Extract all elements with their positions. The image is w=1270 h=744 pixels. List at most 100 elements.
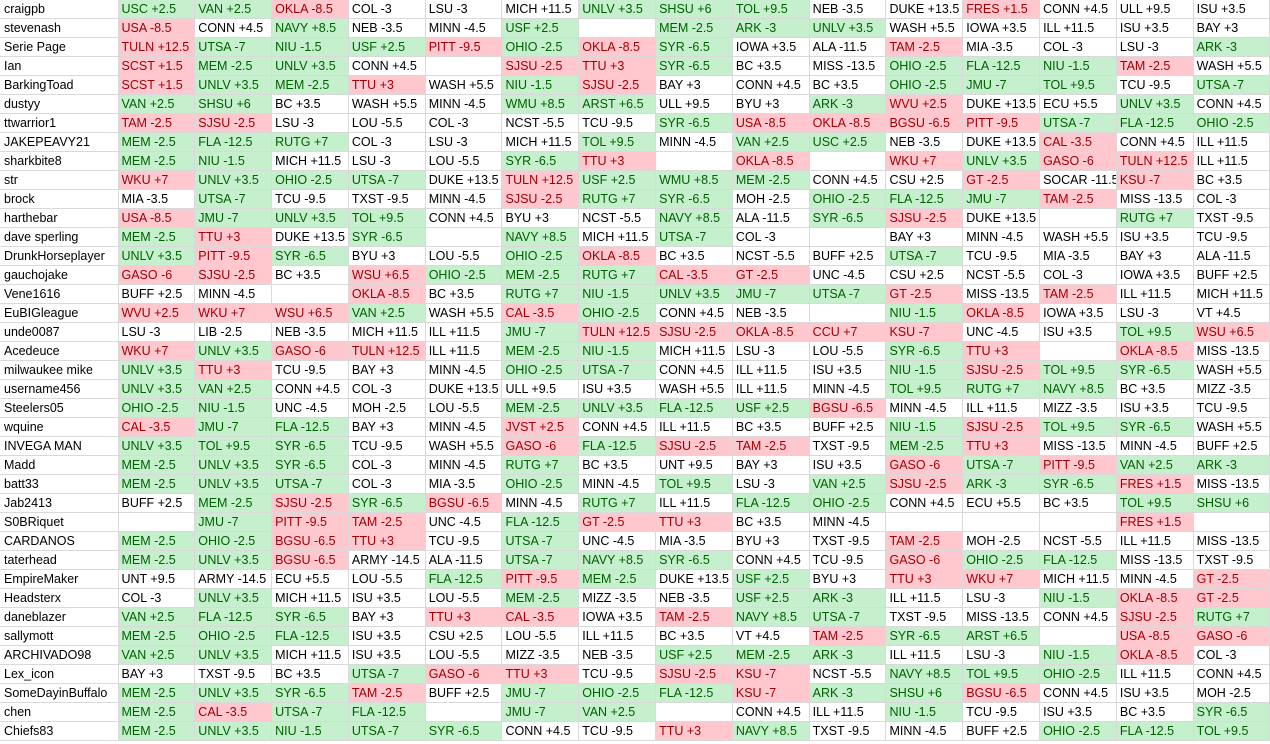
pick-cell[interactable]: ALA -11.5 (809, 37, 887, 57)
pick-cell[interactable]: UNLV +3.5 (118, 360, 196, 380)
pick-cell[interactable]: MINN -4.5 (1116, 569, 1194, 589)
pick-cell[interactable] (809, 151, 887, 171)
pick-cell[interactable]: BYU +3 (732, 94, 810, 114)
pick-cell[interactable]: ILL +11.5 (1193, 132, 1270, 152)
pick-cell[interactable]: FLA -12.5 (655, 683, 733, 703)
pick-cell[interactable]: GASO -6 (501, 436, 580, 456)
pick-cell[interactable]: USF +2.5 (655, 645, 733, 665)
pick-cell[interactable]: NIU -1.5 (1039, 588, 1117, 608)
pick-cell[interactable]: TAM -2.5 (348, 683, 426, 703)
pick-cell[interactable]: UNLV +3.5 (118, 436, 196, 456)
pick-cell[interactable]: UNC -4.5 (425, 512, 503, 532)
pick-cell[interactable]: UNT +9.5 (655, 455, 733, 475)
pick-cell[interactable]: BC +3.5 (425, 284, 503, 304)
pick-cell[interactable]: UNLV +3.5 (194, 75, 273, 95)
pick-cell[interactable]: BUFF +2.5 (1193, 436, 1270, 456)
pick-cell[interactable]: MIA -3.5 (425, 474, 503, 494)
pick-cell[interactable]: LSU -3 (1116, 37, 1194, 57)
pick-cell[interactable]: SHSU +6 (885, 683, 964, 703)
pick-cell[interactable]: SYR -6.5 (271, 246, 349, 266)
pick-cell[interactable]: SYR -6.5 (1039, 474, 1117, 494)
pick-cell[interactable]: BC +3.5 (809, 75, 887, 95)
pick-cell[interactable]: FRES +1.5 (962, 0, 1041, 19)
pick-cell[interactable]: TULN +12.5 (578, 322, 657, 342)
pick-cell[interactable]: NCST -5.5 (578, 208, 657, 228)
pick-cell[interactable]: OHIO -2.5 (578, 303, 657, 323)
pick-cell[interactable]: ARST +6.5 (578, 94, 657, 114)
pick-cell[interactable] (425, 227, 503, 247)
pick-cell[interactable]: COL -3 (1039, 37, 1117, 57)
pick-cell[interactable]: RUTG +7 (578, 493, 657, 513)
pick-cell[interactable]: UNLV +3.5 (194, 455, 273, 475)
pick-cell[interactable]: CONN +4.5 (1039, 0, 1117, 19)
pick-cell[interactable]: JMU -7 (962, 75, 1041, 95)
pick-cell[interactable]: NAVY +8.5 (732, 607, 810, 627)
pick-cell[interactable]: TOL +9.5 (194, 436, 273, 456)
pick-cell[interactable]: DUKE +13.5 (271, 227, 349, 247)
pick-cell[interactable]: BGSU -6.5 (809, 398, 887, 418)
pick-cell[interactable]: ISU +3.5 (1193, 0, 1270, 19)
pick-cell[interactable]: CAL -3.5 (1039, 132, 1117, 152)
pick-cell[interactable]: OKLA -8.5 (348, 284, 426, 304)
pick-cell[interactable]: MEM -2.5 (118, 721, 196, 741)
pick-cell[interactable]: UNLV +3.5 (118, 379, 196, 399)
pick-cell[interactable]: TCU -9.5 (578, 721, 657, 741)
pick-cell[interactable]: OHIO -2.5 (271, 170, 349, 190)
pick-cell[interactable]: SYR -6.5 (348, 493, 426, 513)
pick-cell[interactable]: TTU +3 (655, 512, 733, 532)
pick-cell[interactable]: MICH +11.5 (578, 227, 657, 247)
pick-cell[interactable]: RUTG +7 (962, 379, 1041, 399)
pick-cell[interactable]: UNC -4.5 (578, 531, 657, 551)
pick-cell[interactable]: MEM -2.5 (118, 702, 196, 722)
pick-cell[interactable]: NAVY +8.5 (578, 550, 657, 570)
pick-cell[interactable]: FLA -12.5 (1116, 721, 1194, 741)
pick-cell[interactable]: DUKE +13.5 (655, 569, 733, 589)
pick-cell[interactable]: VAN +2.5 (194, 379, 273, 399)
pick-cell[interactable]: SYR -6.5 (1193, 702, 1270, 722)
pick-cell[interactable]: TCU -9.5 (809, 550, 887, 570)
pick-cell[interactable]: UTSA -7 (271, 474, 349, 494)
pick-cell[interactable]: BAY +3 (1193, 18, 1270, 38)
pick-cell[interactable]: NIU -1.5 (885, 303, 964, 323)
pick-cell[interactable]: BUFF +2.5 (809, 417, 887, 437)
pick-cell[interactable]: COL -3 (348, 474, 426, 494)
pick-cell[interactable]: WKU +7 (885, 151, 964, 171)
pick-cell[interactable]: FLA -12.5 (655, 398, 733, 418)
pick-cell[interactable]: COL -3 (348, 379, 426, 399)
pick-cell[interactable]: WASH +5.5 (425, 436, 503, 456)
pick-cell[interactable]: SCST +1.5 (118, 56, 196, 76)
player-name-cell[interactable]: Jab2413 (0, 493, 119, 513)
pick-cell[interactable]: ECU +5.5 (962, 493, 1041, 513)
pick-cell[interactable]: NIU -1.5 (578, 284, 657, 304)
pick-cell[interactable]: ISU +3.5 (1039, 702, 1117, 722)
pick-cell[interactable]: ISU +3.5 (1116, 18, 1194, 38)
pick-cell[interactable]: UTSA -7 (194, 189, 273, 209)
pick-cell[interactable]: SJSU -2.5 (885, 474, 964, 494)
pick-cell[interactable]: LOU -5.5 (425, 588, 503, 608)
pick-cell[interactable]: SYR -6.5 (348, 227, 426, 247)
pick-cell[interactable]: WASH +5.5 (425, 303, 503, 323)
pick-cell[interactable]: TXST -9.5 (809, 436, 887, 456)
pick-cell[interactable] (655, 151, 733, 171)
pick-cell[interactable]: USC +2.5 (118, 0, 196, 19)
pick-cell[interactable]: KSU -7 (732, 683, 810, 703)
pick-cell[interactable]: UTSA -7 (809, 284, 887, 304)
pick-cell[interactable]: NIU -1.5 (501, 75, 580, 95)
pick-cell[interactable]: ISU +3.5 (348, 626, 426, 646)
pick-cell[interactable]: CONN +4.5 (1116, 132, 1194, 152)
pick-cell[interactable]: TCU -9.5 (271, 189, 349, 209)
pick-cell[interactable]: OKLA -8.5 (962, 303, 1041, 323)
pick-cell[interactable]: CONN +4.5 (194, 18, 273, 38)
pick-cell[interactable]: ALA -11.5 (425, 550, 503, 570)
pick-cell[interactable]: BC +3.5 (732, 56, 810, 76)
pick-cell[interactable]: BC +3.5 (732, 417, 810, 437)
pick-cell[interactable] (1039, 626, 1117, 646)
pick-cell[interactable]: TTU +3 (578, 56, 657, 76)
pick-cell[interactable]: NIU -1.5 (271, 37, 349, 57)
pick-cell[interactable]: NCST -5.5 (501, 113, 580, 133)
pick-cell[interactable]: PITT -9.5 (1039, 455, 1117, 475)
pick-cell[interactable]: TAM -2.5 (655, 607, 733, 627)
pick-cell[interactable]: SYR -6.5 (271, 455, 349, 475)
pick-cell[interactable]: TTU +3 (962, 341, 1041, 361)
pick-cell[interactable]: NCST -5.5 (732, 246, 810, 266)
